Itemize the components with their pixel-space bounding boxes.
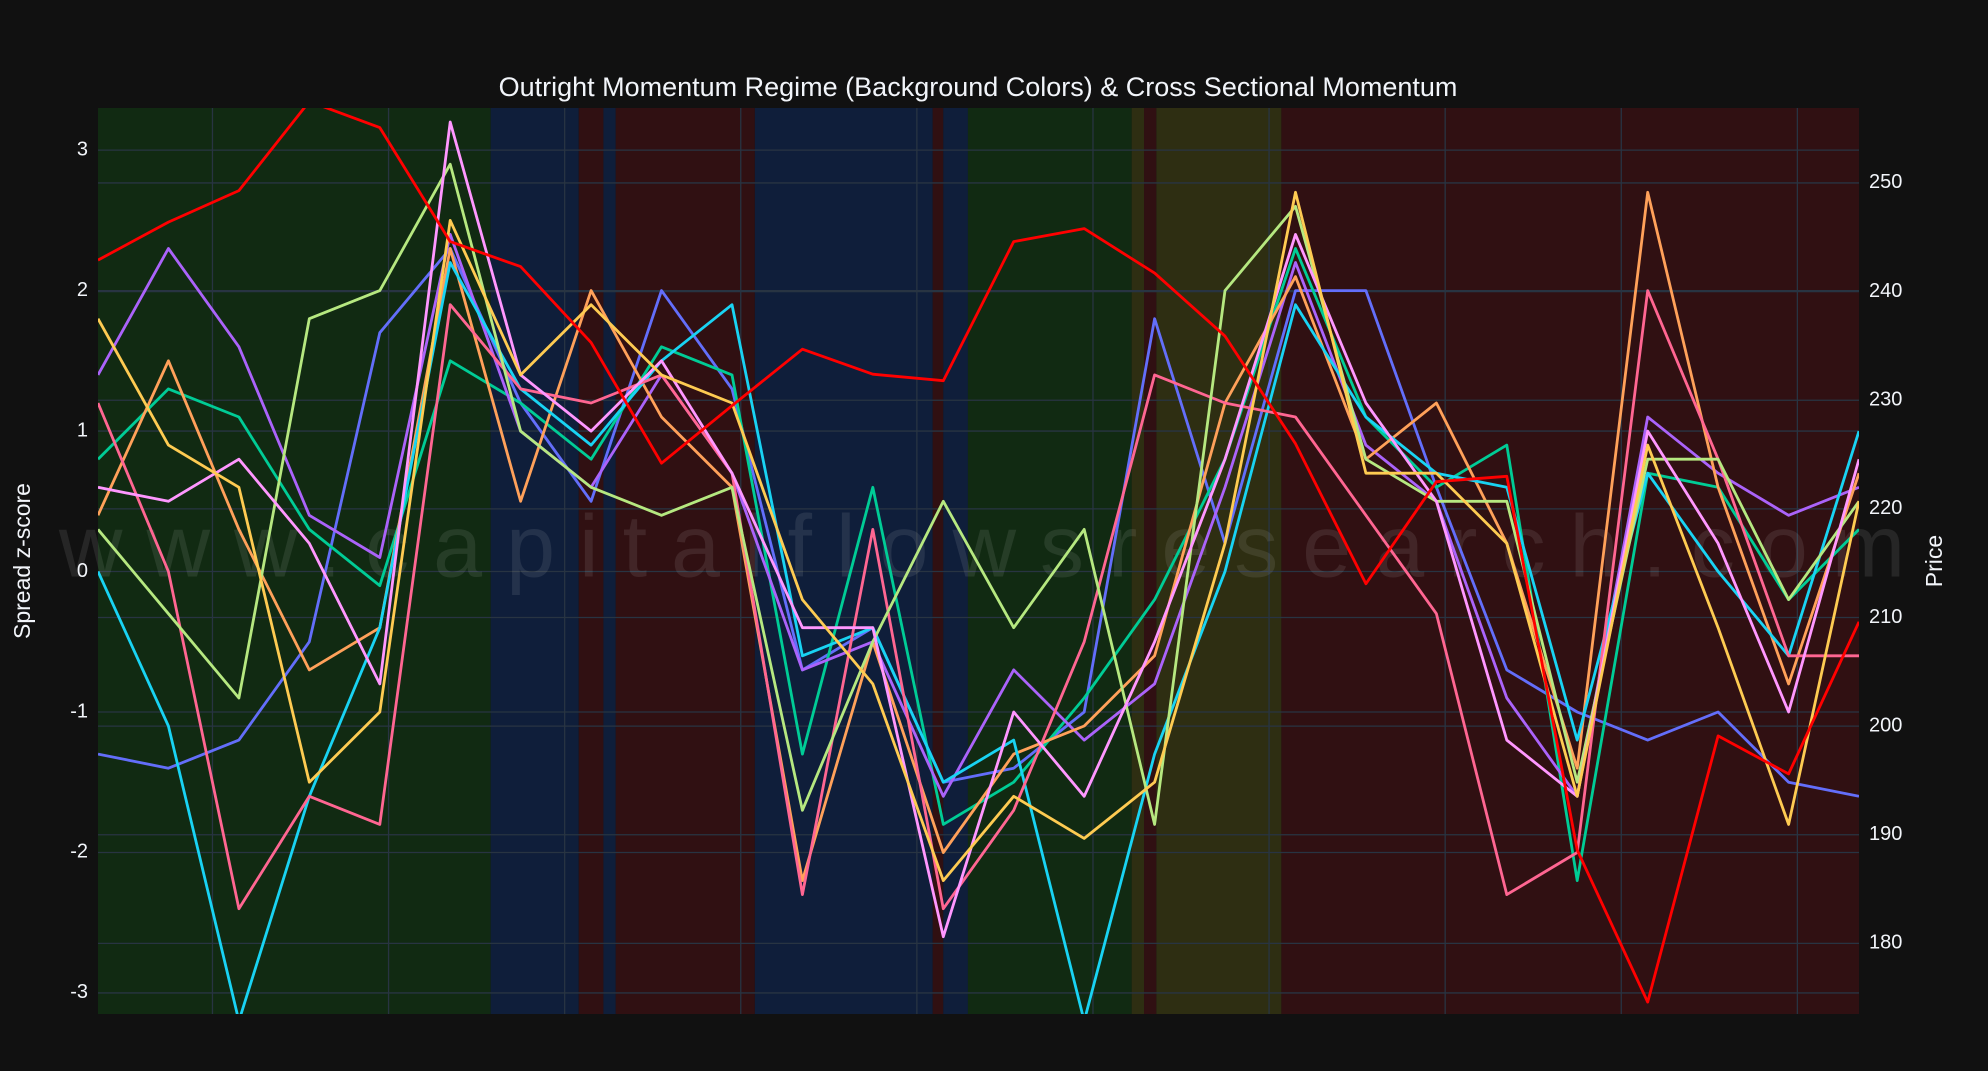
y2-axis-title: Price — [1921, 535, 1947, 587]
regime-band — [932, 108, 944, 1014]
y2-tick-label: 190 — [1869, 823, 1902, 845]
y-tick-label: 0 — [77, 560, 88, 582]
series-line — [98, 190, 1859, 882]
y-tick-label: 1 — [77, 419, 88, 441]
series-line — [98, 162, 1859, 826]
y-axis-title: Spread z-score — [9, 483, 35, 639]
y-tick-label: -2 — [70, 841, 88, 863]
y2-tick-label: 250 — [1869, 171, 1902, 193]
series-line — [98, 289, 1859, 911]
y2-tick-label: 180 — [1869, 932, 1902, 954]
regime-band — [943, 108, 968, 1014]
regime-bands — [98, 108, 1859, 1014]
y2-tick-label: 200 — [1869, 714, 1902, 736]
y-tick-label: 2 — [77, 279, 88, 301]
y-tick-label: -1 — [70, 700, 88, 722]
y2-tick-label: 240 — [1869, 280, 1902, 302]
series-line — [98, 233, 1859, 798]
chart-title: Outright Momentum Regime (Background Col… — [499, 72, 1458, 102]
regime-band — [603, 108, 616, 1014]
series-line — [98, 247, 1859, 798]
labels: -3 -2 -1 0 1 2 3 180 190 200 210 220 230 240 250 — [70, 138, 1902, 1003]
regime-band — [578, 108, 604, 1014]
regime-band — [615, 108, 755, 1014]
y2-tick-label: 210 — [1869, 606, 1902, 628]
series-line — [98, 261, 1859, 1014]
lines — [98, 108, 1859, 1014]
watermark: www.capitalflowsresearch.com — [58, 496, 1929, 595]
regime-band — [1131, 108, 1145, 1014]
price-line — [98, 108, 1859, 1004]
y2-tick-label: 230 — [1869, 389, 1902, 411]
y-tick-label: 3 — [77, 138, 88, 160]
y-tick-label: -3 — [70, 981, 88, 1003]
y2-tick-label: 220 — [1869, 497, 1902, 519]
